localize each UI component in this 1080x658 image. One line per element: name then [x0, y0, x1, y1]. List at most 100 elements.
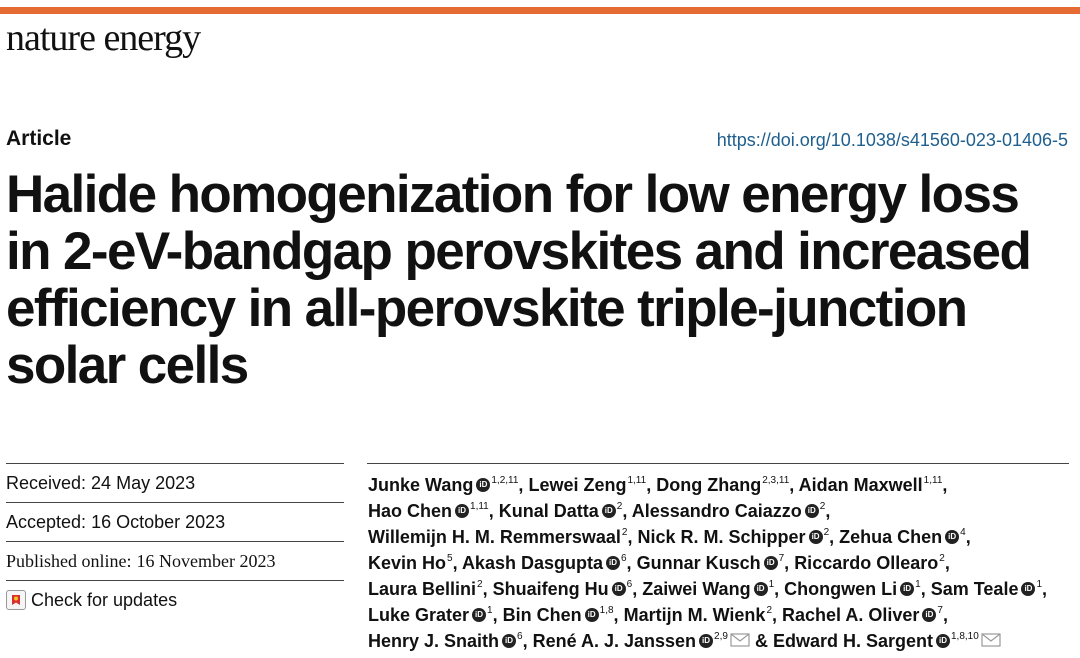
author-name: Martijn M. Wienk [623, 605, 766, 625]
orcid-icon[interactable]: iD [605, 556, 620, 571]
author[interactable]: Zehua Chen iD 4, [839, 527, 971, 547]
author[interactable]: Henry J. Snaith iD 6, [368, 631, 528, 651]
title-line: solar cells [6, 336, 249, 395]
author[interactable]: Junke Wang iD 1,2,11, [368, 475, 524, 495]
check-for-updates-label: Check for updates [31, 589, 178, 610]
author[interactable]: Gunnar Kusch iD 7, [636, 553, 790, 573]
author-name: Hao Chen [368, 501, 453, 521]
affiliation-numbers: 1,11 [627, 475, 647, 486]
orcid-icon[interactable]: iD [753, 582, 768, 597]
affiliation-numbers: 1 [768, 579, 775, 590]
orcid-icon[interactable]: iD [763, 556, 778, 571]
orcid-icon[interactable]: iD [476, 478, 491, 493]
affiliation-numbers: 1 [1036, 579, 1043, 590]
affiliation-numbers: 2 [477, 579, 483, 590]
affiliation-numbers: 1,2,11 [491, 475, 519, 486]
author[interactable]: Chongwen Li iD 1, [784, 579, 926, 599]
author[interactable]: Kevin Ho5, [368, 553, 458, 573]
author-name: Gunnar Kusch [636, 553, 761, 573]
author[interactable]: Riccardo Ollearo2, [794, 553, 950, 573]
author-line: Henry J. Snaith iD 6, René A. J. Janssen iD… [368, 628, 1073, 654]
orcid-icon[interactable]: iD [945, 530, 960, 545]
author[interactable]: Sam Teale iD 1, [930, 579, 1048, 599]
article-dates: Received: 24 May 2023 Accepted: 16 Octob… [6, 463, 344, 619]
accepted-row: Accepted: 16 October 2023 [6, 502, 344, 541]
article-type: Article [6, 127, 72, 150]
author[interactable]: Willemijn H. M. Remmerswaal2, [368, 527, 633, 547]
published-label: Published online: [6, 550, 132, 571]
affiliation-numbers: 2 [823, 527, 830, 538]
author-name: & Edward H. Sargent [754, 631, 933, 651]
author-line: Laura Bellini2, Shuaifeng Hu iD 6, Zaiwei … [368, 576, 1073, 602]
affiliation-numbers: 4 [960, 527, 966, 538]
affiliation-numbers: 1 [915, 579, 921, 590]
orcid-icon[interactable]: iD [936, 634, 950, 649]
author-name: Willemijn H. M. Remmerswaal [368, 527, 621, 547]
title-line: in 2-eV-bandgap perovskites and increase… [6, 222, 1032, 281]
orcid-icon[interactable]: iD [502, 634, 517, 649]
orcid-icon[interactable]: iD [900, 582, 915, 597]
accepted-label: Accepted: [6, 511, 87, 532]
author[interactable]: Dong Zhang2,3,11, [656, 475, 795, 495]
author-name: Zehua Chen [839, 527, 943, 547]
affiliation-numbers: 1 [487, 605, 493, 616]
author[interactable]: Laura Bellini2, [368, 579, 488, 599]
orcid-icon[interactable]: iD [611, 582, 626, 597]
author-name: Akash Dasgupta [461, 553, 603, 573]
affiliation-numbers: 2 [616, 501, 623, 512]
author-name: Luke Grater [368, 605, 470, 625]
published-row: Published online: 16 November 2023 [6, 541, 344, 580]
author[interactable]: Nick R. M. Schipper iD 2, [637, 527, 835, 547]
affiliation-numbers: 6 [517, 631, 523, 642]
received-date: 24 May 2023 [91, 472, 196, 493]
author[interactable]: Lewei Zeng1,11, [528, 475, 652, 495]
author[interactable]: Martijn M. Wienk2, [623, 605, 778, 625]
author[interactable]: Kunal Datta iD 2, [498, 501, 628, 521]
received-label: Received: [6, 472, 87, 493]
author-name: Rachel A. Oliver [782, 605, 920, 625]
author[interactable]: Rachel A. Oliver iD 7, [782, 605, 948, 625]
author-name: Henry J. Snaith [368, 631, 500, 651]
author[interactable]: Shuaifeng Hu iD 6, [492, 579, 638, 599]
accepted-date: 16 October 2023 [91, 511, 226, 532]
author[interactable]: Alessandro Caiazzo iD 2, [631, 501, 831, 521]
doi-link[interactable]: https://doi.org/10.1038/s41560-023-01406… [716, 130, 1068, 150]
orcid-icon[interactable]: iD [601, 504, 616, 519]
orcid-icon[interactable]: iD [808, 530, 823, 545]
author[interactable]: Akash Dasgupta iD 6, [461, 553, 632, 573]
orcid-icon[interactable]: iD [922, 608, 937, 623]
affiliation-numbers: 2 [621, 527, 628, 538]
author[interactable]: Luke Grater iD 1, [368, 605, 498, 625]
orcid-icon[interactable]: iD [472, 608, 487, 623]
affiliation-numbers: 7 [937, 605, 943, 616]
author[interactable]: Zaiwei Wang iD 1, [642, 579, 780, 599]
orcid-icon[interactable]: iD [455, 504, 470, 519]
orcid-icon[interactable]: iD [699, 634, 714, 649]
orcid-icon[interactable]: iD [1021, 582, 1036, 597]
author-name: Nick R. M. Schipper [637, 527, 806, 547]
check-for-updates-button[interactable]: Check for updates [6, 590, 177, 611]
author-name: Shuaifeng Hu [492, 579, 609, 599]
author[interactable]: Hao Chen iD 1,11, [368, 501, 494, 521]
affiliation-numbers: 1,11 [923, 475, 943, 486]
author-name: Lewei Zeng [528, 475, 627, 495]
author[interactable]: & Edward H. Sargent iD 1,8,10 [755, 631, 1001, 651]
author-list: Junke Wang iD 1,2,11, Lewei Zeng1,11, Dong… [368, 472, 1073, 654]
email-icon[interactable] [981, 628, 1001, 654]
author[interactable]: René A. J. Janssen iD 2,9 [533, 631, 750, 651]
author[interactable]: Aidan Maxwell1,11, [798, 475, 948, 495]
author-name: Dong Zhang [656, 475, 762, 495]
orcid-icon[interactable]: iD [584, 608, 599, 623]
affiliation-numbers: 5 [447, 553, 453, 564]
author-line: Junke Wang iD 1,2,11, Lewei Zeng1,11, Dong… [368, 472, 1073, 498]
author[interactable]: Bin Chen iD 1,8, [502, 605, 619, 625]
affiliation-numbers: 2 [819, 501, 826, 512]
received-row: Received: 24 May 2023 [6, 463, 344, 502]
author-name: Bin Chen [502, 605, 582, 625]
email-icon[interactable] [730, 628, 750, 654]
author-name: Sam Teale [930, 579, 1019, 599]
affiliation-numbers: 6 [626, 579, 633, 590]
journal-logo[interactable]: nature energy [6, 17, 201, 59]
orcid-icon[interactable]: iD [804, 504, 819, 519]
authors-divider [367, 463, 1069, 464]
